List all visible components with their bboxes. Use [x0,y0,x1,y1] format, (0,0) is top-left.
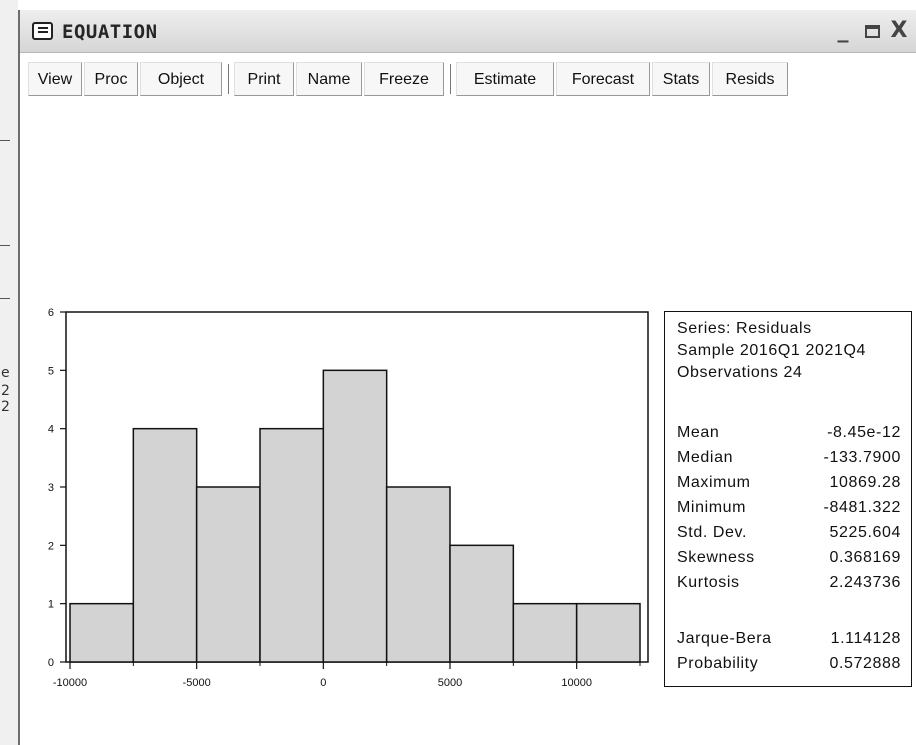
background-divider [0,298,10,299]
histogram-bar [512,602,578,663]
y-tick-label: 4 [48,424,54,436]
toolbar-separator [450,64,451,94]
y-tick-label: 5 [48,365,54,377]
stat-label: Minimum [677,499,747,516]
x-tick-label: 5000 [438,677,462,689]
maximize-button[interactable] [860,18,886,47]
resids-button[interactable]: Resids [712,62,788,96]
y-tick-label: 1 [48,599,54,611]
series-label: Series: Residuals [677,320,812,337]
forecast-button[interactable]: Forecast [556,62,650,96]
maximize-icon [865,25,880,38]
x-tick-label: -5000 [183,677,211,689]
stat-value: 2.243736 [829,574,901,591]
y-tick-label: 0 [48,657,54,669]
close-button[interactable]: X [890,18,908,43]
stat-label: Mean [677,424,720,441]
stat-value: -8.45e-12 [827,424,901,441]
stat-label: Std. Dev. [677,524,748,541]
view-button[interactable]: View [28,62,82,96]
test-value: 1.114128 [830,630,901,647]
background-text: e [1,365,10,381]
sample-label: Sample 2016Q1 2021Q4 [677,342,867,359]
stat-value: -133.7900 [823,449,901,466]
toolbar-separator [228,64,229,94]
y-tick-label: 2 [48,540,54,552]
title-bar[interactable]: EQUATION _ X [20,10,916,53]
x-tick-label: 10000 [561,677,592,689]
freeze-button[interactable]: Freeze [364,62,444,96]
statistics-panel: Series: Residuals Sample 2016Q1 2021Q4 O… [664,311,912,687]
test-label: Probability [677,655,759,672]
minimize-button[interactable]: _ [837,18,849,43]
histogram-bar [322,369,388,663]
histogram-bar [449,544,515,663]
residual-histogram: 0 1 2 3 4 5 6 -10000 -5000 0 5000 10000 [48,307,649,689]
stat-label: Maximum [677,474,751,491]
test-label: Jarque-Bera [677,630,772,647]
stat-value: 5225.604 [829,524,901,541]
stat-value: -8481.322 [823,499,901,516]
name-button[interactable]: Name [296,62,362,96]
stat-label: Median [677,449,734,466]
window-title: EQUATION [62,21,158,43]
background-text: 2 [1,383,10,399]
proc-button[interactable]: Proc [84,62,138,96]
object-button[interactable]: Object [140,62,222,96]
histogram-bar [195,486,261,663]
system-menu-icon[interactable] [32,22,53,40]
print-button[interactable]: Print [234,62,294,96]
background-divider [0,140,10,141]
y-tick-label: 3 [48,482,54,494]
x-tick-label: -10000 [53,677,87,689]
stat-value: 0.368169 [829,549,901,566]
y-tick-label: 6 [48,307,54,319]
stats-button[interactable]: Stats [652,62,710,96]
stat-value: 10869.28 [829,474,901,491]
observations-label: Observations 24 [677,364,803,381]
background-app-edge [0,0,18,745]
histogram-bar [69,602,135,663]
stat-label: Skewness [677,549,755,566]
histogram-bar [132,427,198,663]
estimate-button[interactable]: Estimate [456,62,554,96]
histogram-bar [385,486,451,663]
background-text: 2 [1,399,10,415]
x-tick-label: 0 [320,677,326,689]
histogram-bar [259,427,325,663]
histogram-bar [575,602,641,663]
stat-label: Kurtosis [677,574,740,591]
test-value: 0.572888 [829,655,901,672]
background-divider [0,245,10,246]
